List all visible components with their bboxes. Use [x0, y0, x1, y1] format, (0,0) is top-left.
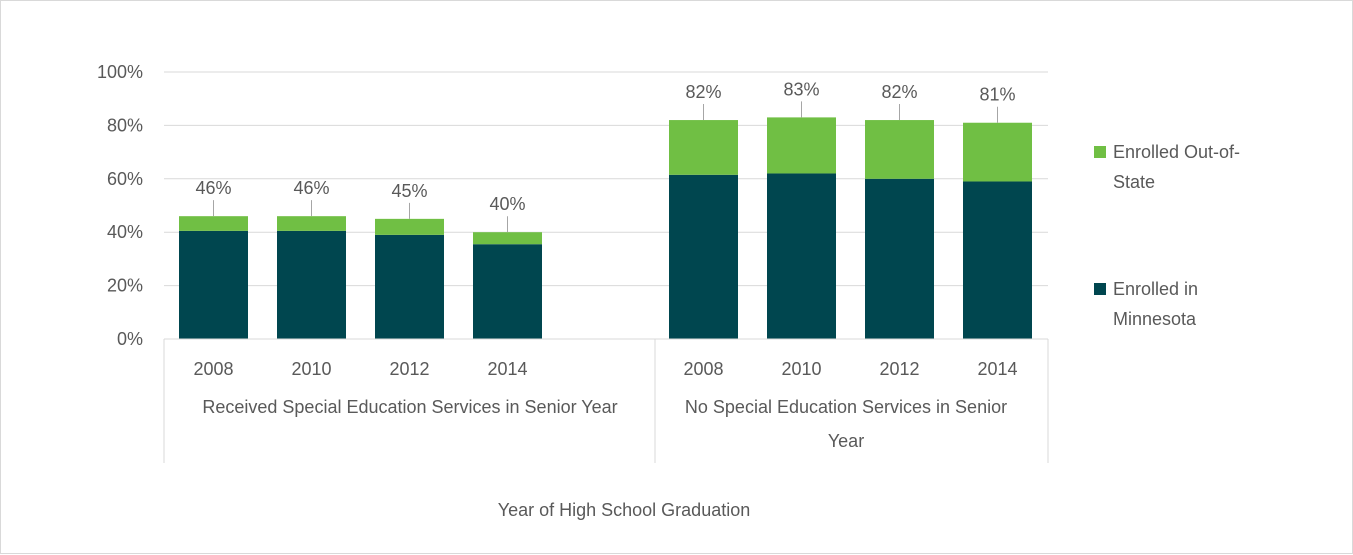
bar-enrolled-in-minnesota: [767, 173, 836, 339]
bar-enrolled-in-minnesota: [277, 230, 346, 339]
y-axis: 0% 20% 40% 60% 80% 100%: [97, 62, 143, 349]
bar-enrolled-in-minnesota: [669, 174, 738, 339]
legend-swatch: [1094, 146, 1106, 158]
bar-enrolled-out-of-state: [375, 218, 444, 235]
bar-enrolled-out-of-state: [767, 117, 836, 174]
data-label-total: 46%: [195, 178, 231, 198]
x-group-label: Year: [828, 431, 864, 451]
x-category-label: 2008: [193, 359, 233, 379]
x-category-label: 2014: [487, 359, 527, 379]
legend-label: Enrolled in: [1113, 279, 1198, 299]
x-category-label: 2008: [683, 359, 723, 379]
bar-enrolled-out-of-state: [473, 232, 542, 245]
bar-enrolled-out-of-state: [277, 216, 346, 231]
x-category-label: 2010: [291, 359, 331, 379]
x-group-label: No Special Education Services in Senior: [685, 397, 1007, 417]
y-tick-label: 100%: [97, 62, 143, 82]
y-tick-label: 80%: [107, 115, 143, 135]
data-label-total: 81%: [979, 85, 1015, 105]
data-label-total: 40%: [489, 194, 525, 214]
data-label-total: 46%: [293, 178, 329, 198]
bars: 46% 46% 45% 40% 82% 83% 82% 81%: [179, 79, 1032, 339]
bar-enrolled-out-of-state: [963, 122, 1032, 182]
bar-enrolled-in-minnesota: [179, 230, 248, 339]
data-label-total: 82%: [685, 82, 721, 102]
x-axis-title: Year of High School Graduation: [498, 500, 751, 520]
bar-enrolled-out-of-state: [179, 216, 248, 231]
legend: Enrolled Out-of- State Enrolled in Minnesot…: [1094, 142, 1240, 329]
legend-label: State: [1113, 172, 1155, 192]
bar-enrolled-out-of-state: [865, 120, 934, 179]
x-category-label: 2010: [781, 359, 821, 379]
y-tick-label: 40%: [107, 222, 143, 242]
x-category-label: 2014: [977, 359, 1017, 379]
bar-enrolled-in-minnesota: [473, 244, 542, 339]
y-tick-label: 60%: [107, 169, 143, 189]
legend-swatch: [1094, 283, 1106, 295]
x-category-label: 2012: [389, 359, 429, 379]
bar-enrolled-in-minnesota: [865, 178, 934, 339]
bar-enrolled-out-of-state: [669, 120, 738, 175]
y-tick-label: 0%: [117, 329, 143, 349]
bar-enrolled-in-minnesota: [963, 181, 1032, 339]
legend-label: Minnesota: [1113, 309, 1197, 329]
bar-enrolled-in-minnesota: [375, 234, 444, 339]
legend-label: Enrolled Out-of-: [1113, 142, 1240, 162]
data-label-total: 83%: [783, 79, 819, 99]
x-axis: 2008 2010 2012 2014 Received Special Educati…: [163, 338, 1049, 463]
x-group-label: Received Special Education Services in S…: [202, 397, 617, 417]
x-category-label: 2012: [879, 359, 919, 379]
y-tick-label: 20%: [107, 276, 143, 296]
data-label-total: 82%: [881, 82, 917, 102]
data-label-total: 45%: [391, 181, 427, 201]
